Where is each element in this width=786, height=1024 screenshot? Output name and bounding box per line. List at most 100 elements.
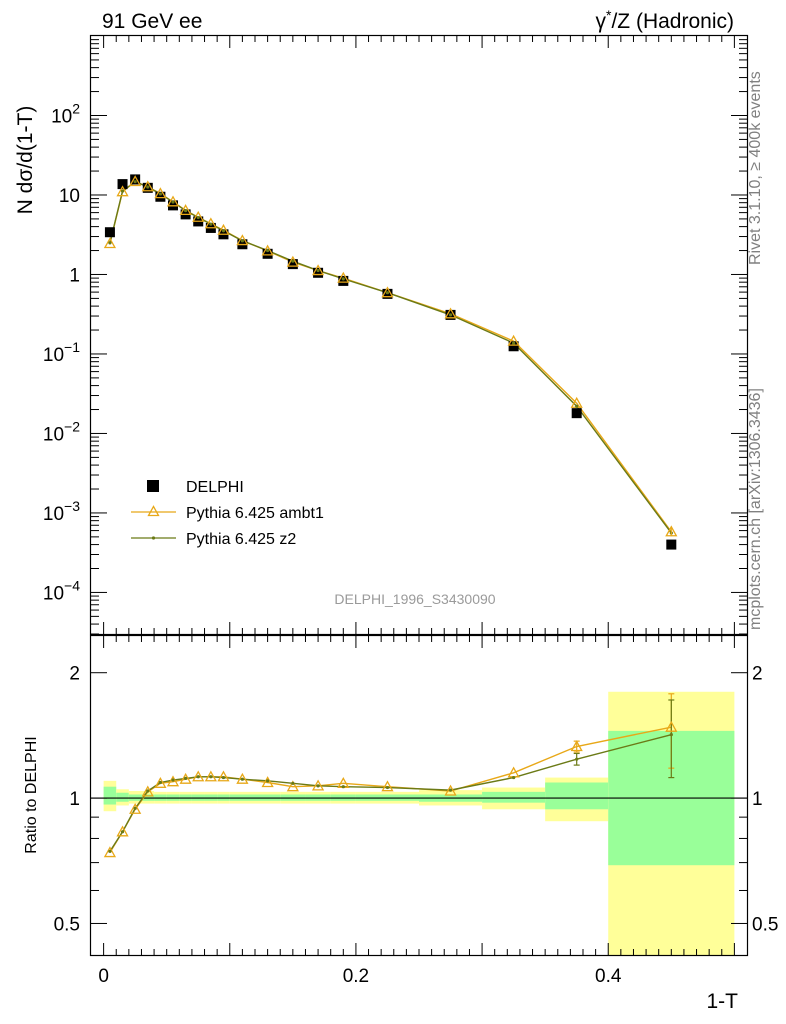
main-point-ambt1 [141,180,154,192]
main-point-delphi [117,179,128,190]
legend-label-delphi: DELPHI [186,479,244,496]
legend-marker-ambt1 [147,505,160,517]
ratio-band-inner [545,782,609,810]
main-point-ambt1 [286,255,299,267]
main-point-delphi [666,539,677,550]
main-point-ambt1 [204,217,217,229]
ratio-point-z2 [196,775,200,779]
ratio-point-z2 [341,785,345,789]
ratio-point-z2 [120,830,125,834]
ratio-point-ambt1 [129,802,142,814]
ratio-point-z2 [133,806,137,810]
main-point-z2 [316,268,320,273]
main-point-z2 [291,259,295,263]
main-point-z2 [196,215,200,220]
ratio-point-ambt1 [192,770,205,782]
ratio-point-z2 [448,788,453,792]
ratio-band-inner [116,792,129,802]
x-axis-label: 1-T [707,990,739,1013]
ratio-y-tick-label-right: 1 [752,789,763,810]
main-point-ambt1 [217,223,230,235]
main-point-ambt1 [261,244,274,256]
main-y-tick-label: 10−2 [43,418,80,445]
x-tick-label: 0.4 [595,966,622,987]
main-point-z2 [221,229,226,233]
main-point-z2 [120,189,125,193]
main-point-ambt1 [166,195,180,207]
ratio-point-ambt1 [286,780,299,792]
main-point-z2 [512,341,516,345]
main-axis-ticks: 10−4 10−3 10−2 10−1 1 10 102 [43,36,747,635]
main-point-z2 [171,200,175,204]
ratio-point-z2 [221,775,226,780]
ratio-point-ambt1 [141,785,154,797]
ratio-band-inner [482,791,546,803]
main-point-ambt1 [311,264,325,276]
main-point-z2 [108,241,112,245]
ratio-point-z2 [240,777,244,781]
side-label-mcplots: mcplots.cern.ch [arXiv:1306.3436] [747,388,764,630]
ratio-y-axis-label: Ratio to DELPHI [23,736,40,853]
ratio-y-tick-label-left: 0.5 [54,914,80,935]
ratio-point-ambt1 [116,825,129,837]
ratio-point-z2 [158,780,162,785]
ratio-point-ambt1 [381,780,394,792]
main-point-ambt1 [507,334,520,346]
main-panel-frame [89,34,749,636]
ratio-y-tick-label-right: 0.5 [752,914,778,935]
legend: DELPHI Pythia 6.425 ambt1 Pythia 6.425 z… [131,479,324,548]
header-right-title: γ*/Z (Hadronic) [596,7,734,33]
ratio-point-z2 [385,785,390,790]
main-point-z2 [146,185,150,189]
main-point-z2 [158,192,162,196]
main-series-markers [103,174,678,550]
ratio-point-ambt1 [236,772,249,784]
legend-marker-z2 [151,536,156,540]
ratio-band-inner [103,786,117,805]
main-point-z2 [184,209,188,213]
ratio-point-ambt1 [166,775,180,787]
main-y-tick-label: 1 [69,265,80,286]
ratio-point-z2 [146,789,150,793]
main-point-z2 [209,222,213,226]
ratio-point-z2 [512,775,516,780]
ratio-point-ambt1 [311,779,325,791]
main-point-ambt1 [192,210,205,222]
main-point-z2 [341,277,345,281]
ratio-point-z2 [171,778,175,782]
main-y-axis-label: N dσ/d(1-T) [14,106,37,215]
main-point-delphi [338,275,349,286]
ratio-point-ambt1 [154,776,167,788]
main-point-delphi [571,408,582,419]
main-point-ambt1 [154,187,167,199]
ratio-point-ambt1 [179,772,192,784]
ratio-point-ambt1 [570,740,583,752]
main-point-ambt1 [337,271,350,283]
main-point-z2 [133,180,137,184]
main-point-delphi [313,267,324,278]
ratio-point-z2 [266,779,270,783]
main-y-tick-label: 10−3 [43,498,80,525]
ratio-point-z2 [291,781,295,785]
main-point-z2 [266,248,270,253]
main-point-ambt1 [179,204,192,216]
main-point-delphi [508,341,519,352]
main-point-z2 [448,313,453,317]
main-point-ambt1 [444,307,457,319]
ratio-y-tick-label-right: 2 [752,664,763,685]
ratio-point-ambt1 [444,784,457,796]
legend-label-z2: Pythia 6.425 z2 [186,531,296,548]
x-tick-label: 0.2 [343,966,369,987]
ratio-point-z2 [575,757,579,761]
legend-label-ambt1: Pythia 6.425 ambt1 [186,505,324,522]
ratio-point-ambt1 [261,776,274,788]
ratio-point-z2 [209,775,213,779]
ratio-point-z2 [108,849,112,853]
legend-swatch-delphi [147,480,159,492]
ratio-point-z2 [669,733,673,737]
ratio-point-ambt1 [204,770,217,782]
side-label-rivet: Rivet 3.1.10, ≥ 400k events [747,71,764,265]
ratio-point-ambt1 [217,770,230,782]
main-point-z2 [240,239,244,243]
